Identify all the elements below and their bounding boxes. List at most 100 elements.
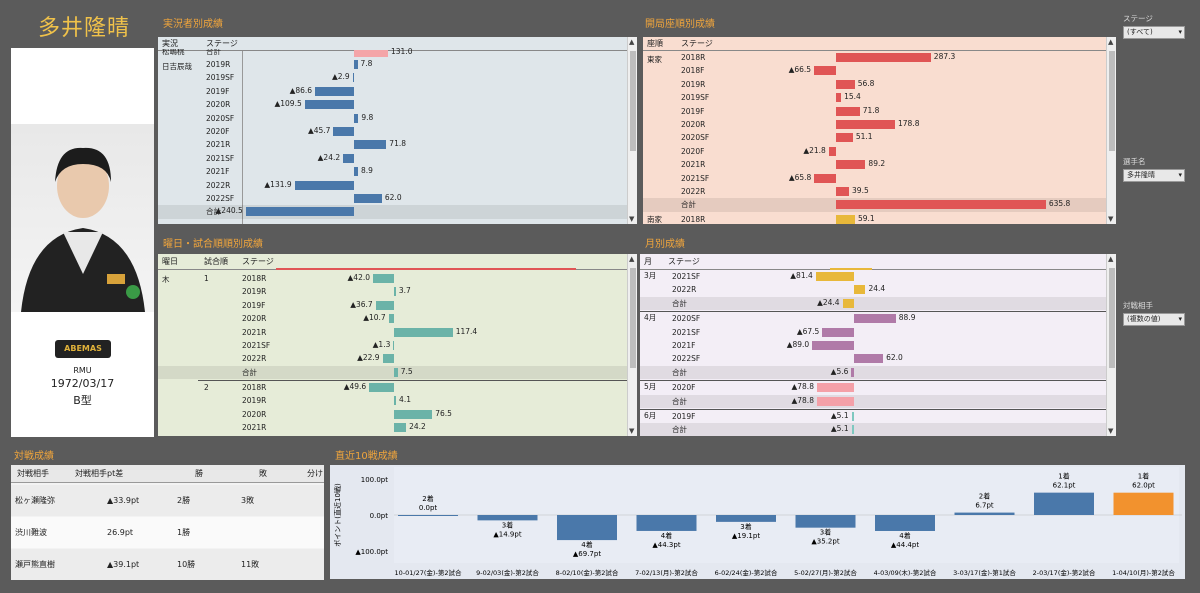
data-label: 15.4 — [844, 92, 861, 102]
opponent-row: 松ヶ瀬隆弥 ▲33.9pt 2勝 3敗 — [11, 485, 324, 516]
table-row: 2020R — [158, 312, 627, 325]
col-header-seat: 座順 — [647, 39, 663, 48]
data-label: 3.7 — [398, 286, 411, 296]
data-label: ▲21.8 — [803, 145, 826, 155]
table-row: 2020F — [640, 381, 1106, 394]
player-filter-dropdown[interactable]: 多井隆晴 ▾ — [1123, 169, 1185, 182]
chevron-down-icon: ▾ — [1178, 171, 1182, 179]
stage-label: 2020SF — [206, 113, 235, 123]
data-label: 39.5 — [852, 186, 869, 195]
col-header-game: 試合順 — [204, 257, 228, 266]
x-tick-label: 6-02/24(金)-第2試合 — [715, 568, 778, 577]
bar-mark — [354, 50, 388, 57]
opponent-filter-label: 対戦相手 — [1123, 301, 1153, 310]
table-row: 2018R — [643, 51, 1106, 64]
pt-diff: ▲39.1pt — [107, 560, 140, 569]
scrollbar[interactable]: ▲ ▼ — [1106, 37, 1116, 224]
blood-type: B型 — [73, 394, 92, 407]
game-number: 1 — [204, 274, 209, 283]
bar-mark — [836, 93, 842, 103]
table-row: 2021R — [158, 421, 627, 434]
stage-label: 2019R — [242, 396, 267, 406]
stage-label: 2020F — [206, 127, 230, 136]
table-row: 2020F — [158, 125, 627, 138]
table-row: 松嶋桃 合計 — [158, 49, 628, 58]
bar-mark — [304, 100, 354, 110]
bar-mark — [343, 153, 354, 163]
bar-mark — [354, 60, 358, 69]
bar-mark — [854, 285, 866, 295]
stage-label: 2021F — [672, 341, 696, 350]
table-row: 合計 — [640, 365, 1106, 380]
data-label: ▲5.1 — [830, 411, 849, 420]
data-label: 287.3 — [933, 52, 956, 61]
loss-count: 11敗 — [241, 560, 260, 569]
data-label: 56.8 — [857, 78, 875, 88]
data-label: ▲45.7 — [307, 126, 331, 135]
data-label: ▲24.2 — [317, 152, 341, 162]
weekday-title: 曜日・試合順順別成績 — [163, 239, 263, 250]
data-label: 0.0pt — [419, 504, 438, 512]
seat-panel: 座順 ステージ 東家 2018R 287.3 2018F ▲66.5 2019R 56.8 201… — [643, 37, 1116, 224]
stage-label: 2022R — [672, 285, 697, 295]
stage-filter-dropdown[interactable]: (すべて) ▾ — [1123, 26, 1185, 39]
stage-label: 2019R — [242, 287, 267, 297]
bar-mark — [394, 396, 397, 406]
bar-mark — [315, 86, 354, 96]
opponent-filter-dropdown[interactable]: (複数の値) ▾ — [1123, 313, 1185, 326]
stage-label: 2019F — [206, 86, 230, 96]
x-tick-label: 5-02/27(月)-第2試合 — [794, 568, 857, 577]
divider — [198, 380, 637, 381]
stage-label: 2018R — [242, 383, 267, 392]
stage-label: 2021SF — [206, 153, 235, 163]
data-label: ▲14.9pt — [493, 530, 521, 538]
scrollbar[interactable]: ▲ ▼ — [1106, 254, 1116, 436]
scrollbar[interactable]: ▲ ▼ — [627, 37, 637, 224]
data-label: 71.8 — [862, 105, 880, 115]
data-label: 178.8 — [898, 119, 920, 128]
panel-header: 実況 ステージ — [158, 37, 637, 51]
col-header-stage: ステージ — [242, 257, 274, 266]
table-row: 2020R — [158, 408, 627, 421]
data-label: 9.8 — [361, 112, 374, 122]
data-label: ▲67.5 — [796, 326, 820, 336]
divider — [640, 409, 1116, 410]
table-row: 2021R — [158, 326, 627, 339]
birthdate: 1972/03/17 — [50, 377, 115, 390]
player-card: ABEMAS RMU 1972/03/17 B型 — [11, 48, 154, 437]
bar-mark — [276, 268, 576, 270]
recent-chart: 100.0pt 0.0pt ▲100.0pt ポイント(直近10戦) 2着 0.0pt 10… — [330, 465, 1185, 579]
table-row: 2021F — [158, 165, 627, 178]
table-row: 2018R — [158, 272, 627, 285]
data-label: ▲44.4pt — [891, 541, 919, 549]
bar-mark — [354, 113, 359, 123]
data-label: ▲5.6 — [830, 366, 849, 376]
panel-header: 座順 ステージ — [643, 37, 1116, 51]
stage-label: 2021R — [242, 423, 267, 433]
stage-label: 合計 — [242, 367, 257, 377]
scrollbar[interactable]: ▲ ▼ — [627, 254, 637, 436]
y-axis-label: ポイント(直近10戦) — [333, 483, 342, 547]
scroll-up-icon: ▲ — [629, 255, 635, 263]
table-row: 合計 — [640, 423, 1106, 436]
data-label: 62.1pt — [1053, 482, 1076, 490]
bar-mark — [369, 383, 394, 392]
bar-mark — [373, 274, 394, 283]
x-tick-label: 4-03/09(木)-第2試合 — [874, 568, 937, 577]
data-label: 76.5 — [435, 408, 452, 418]
data-label: 7.8 — [360, 59, 373, 68]
table-row: 2021R — [158, 138, 627, 151]
stage-label: 2021SF — [242, 341, 271, 350]
col-header-opponent: 対戦相手 — [17, 469, 49, 478]
divider — [640, 311, 1116, 313]
rank-label: 4着 — [581, 540, 592, 549]
table-row: 2021SF — [158, 339, 627, 352]
seat-name: 南家 — [647, 215, 662, 224]
col-header-loss: 敗 — [259, 469, 267, 478]
bar-mark — [836, 215, 855, 224]
table-row: 合計 — [158, 365, 627, 380]
table-row: 2019R — [158, 394, 627, 407]
table-row: 2020SF — [640, 312, 1106, 325]
month-label: 4月 — [644, 313, 657, 323]
x-tick-label: 7-02/13(月)-第2試合 — [635, 568, 698, 577]
